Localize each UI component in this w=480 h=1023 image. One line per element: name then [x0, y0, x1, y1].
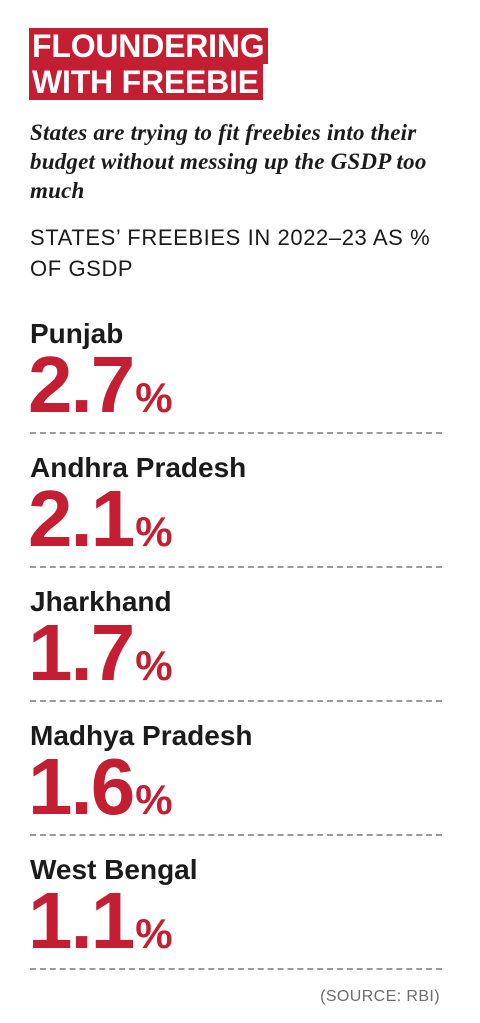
state-value: 1.6% — [28, 747, 173, 827]
value-number: 2.7 — [28, 340, 135, 429]
subtitle: States are trying to fit freebies into t… — [30, 120, 427, 203]
value-unit: % — [135, 374, 173, 421]
title-line-2: WITH FREEBIE — [29, 64, 263, 100]
chart-item: Jharkhand 1.7% — [28, 583, 442, 717]
state-name: Andhra Pradesh — [30, 452, 247, 483]
value-number: 1.6 — [28, 742, 135, 831]
state-name: Jharkhand — [30, 586, 172, 617]
value-number: 1.1 — [28, 876, 135, 965]
value-unit: % — [135, 776, 173, 823]
state-value: 1.7% — [28, 613, 173, 693]
state-value: 1.1% — [28, 881, 173, 961]
state-name: West Bengal — [30, 854, 198, 885]
chart-item: Punjab 2.7% — [28, 315, 442, 449]
chart-list: Punjab 2.7% Andhra Pradesh 2.1% Jharkhand 1.7… — [28, 315, 442, 985]
chart-label: STATES’ FREEBIES IN 2022–23 AS % OF GSDP — [30, 225, 431, 281]
state-name: Madhya Pradesh — [30, 720, 253, 751]
dashed-divider — [30, 432, 442, 434]
state-value: 2.1% — [28, 479, 173, 559]
dashed-divider — [30, 834, 442, 836]
dashed-divider — [30, 566, 442, 568]
title-wrap: FLOUNDERING WITH FREEBIE — [29, 28, 269, 100]
value-unit: % — [135, 642, 173, 689]
dashed-divider — [30, 968, 442, 970]
value-number: 1.7 — [28, 608, 135, 697]
source-note: (SOURCE: RBI) — [320, 988, 440, 1005]
dashed-divider — [30, 700, 442, 702]
value-number: 2.1 — [28, 474, 135, 563]
state-value: 2.7% — [28, 345, 173, 425]
title-block: FLOUNDERING WITH FREEBIE — [29, 28, 269, 100]
state-name: Punjab — [30, 318, 124, 349]
chart-item: Andhra Pradesh 2.1% — [28, 449, 442, 583]
chart-item: West Bengal 1.1% — [28, 851, 442, 985]
title-line-1: FLOUNDERING — [29, 28, 269, 64]
value-unit: % — [135, 910, 173, 957]
value-unit: % — [135, 508, 173, 555]
chart-item: Madhya Pradesh 1.6% — [28, 717, 442, 851]
